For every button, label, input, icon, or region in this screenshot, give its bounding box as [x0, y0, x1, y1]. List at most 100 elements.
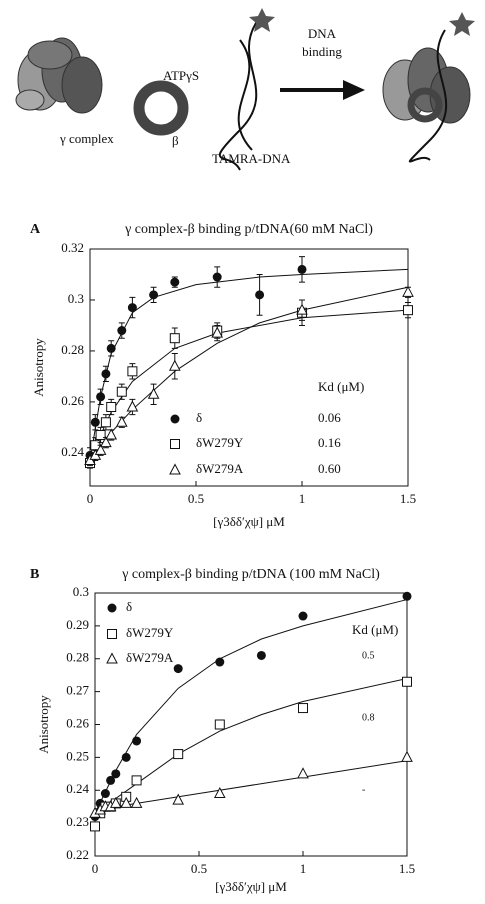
data-point	[214, 719, 225, 730]
y-tick-label: 0.22	[66, 847, 89, 862]
tamra-label: TAMRA-DNA	[212, 151, 291, 166]
dna-binding-label: binding	[302, 44, 342, 59]
data-point	[298, 703, 308, 714]
kd-value: 0.60	[318, 461, 341, 476]
data-point	[105, 428, 118, 440]
data-point	[170, 277, 180, 287]
y-tick-label: 0.26	[61, 393, 84, 408]
y-tick-label: 0.27	[66, 683, 89, 698]
arrow	[280, 80, 365, 100]
data-point	[106, 343, 116, 353]
x-tick-label: 1.5	[399, 861, 415, 876]
data-point	[256, 650, 266, 660]
legend-marker	[170, 414, 180, 424]
x-tick-label: 0	[92, 861, 99, 876]
data-point	[172, 793, 185, 805]
fit-curve	[94, 760, 408, 811]
dna-binding-label: DNA	[308, 26, 337, 41]
legend-label: δ	[126, 599, 132, 614]
legend-label: δW279Y	[196, 435, 244, 450]
legend-label: δW279Y	[126, 625, 174, 640]
legend-marker	[106, 652, 118, 664]
data-point	[403, 305, 413, 316]
x-tick-label: 1	[300, 861, 307, 876]
data-point	[90, 417, 100, 427]
data-point	[255, 290, 265, 300]
y-axis-label: Anisotropy	[36, 695, 51, 754]
data-point	[213, 786, 226, 799]
y-tick-label: 0.24	[61, 444, 84, 459]
data-point	[94, 443, 107, 455]
x-tick-label: 0.5	[191, 861, 207, 876]
y-tick-label: 0.28	[66, 650, 89, 665]
y-tick-label: 0.3	[68, 291, 84, 306]
legend-marker	[170, 439, 180, 449]
data-point	[117, 326, 127, 336]
data-point	[120, 796, 133, 808]
data-point	[100, 417, 111, 428]
data-point	[121, 752, 131, 762]
y-tick-label: 0.29	[66, 617, 89, 632]
fit-curve	[89, 286, 409, 461]
kd-value: 0.16	[318, 435, 341, 450]
fit-curve	[94, 677, 408, 814]
data-point	[169, 333, 180, 344]
y-tick-label: 0.25	[66, 748, 89, 763]
data-point	[127, 303, 137, 313]
data-point	[296, 303, 308, 315]
data-point	[115, 415, 128, 427]
legend-label: δ	[196, 410, 202, 425]
data-point	[402, 676, 412, 687]
data-point	[173, 749, 184, 760]
x-tick-label: 1	[299, 491, 306, 506]
legend-label: δW279A	[196, 461, 244, 476]
data-point	[96, 392, 106, 402]
chart-title: γ complex-β binding p/tDNA(60 mM NaCl)	[124, 222, 373, 237]
x-axis-label: [γ3δδ′χψ] μM	[215, 879, 287, 894]
data-point	[173, 664, 183, 674]
y-tick-label: 0.24	[66, 781, 89, 796]
y-tick-label: 0.32	[61, 240, 84, 255]
data-point	[126, 400, 139, 412]
kd-value: 0.5	[362, 650, 375, 661]
data-point	[106, 402, 117, 412]
data-point	[212, 272, 222, 282]
x-tick-label: 0	[87, 491, 94, 506]
y-tick-label: 0.3	[73, 584, 89, 599]
beta-label: β	[172, 133, 179, 148]
kd-value: 0.8	[362, 712, 375, 723]
beta-clamp-icon	[133, 80, 189, 136]
data-point	[297, 767, 309, 779]
panel-label: B	[30, 567, 39, 582]
data-point	[298, 611, 308, 621]
fit-curve	[94, 599, 408, 814]
data-point	[111, 769, 121, 779]
data-point	[149, 290, 159, 300]
gamma-complex-icon	[15, 37, 103, 114]
dna-icon	[218, 8, 275, 171]
x-tick-label: 1.5	[400, 491, 416, 506]
kd-value: -	[362, 784, 365, 795]
x-axis-label: [γ3δδ′χψ] μM	[213, 514, 285, 529]
legend-marker	[107, 603, 117, 613]
kd-title: Kd (μM)	[352, 622, 398, 637]
data-point	[401, 750, 413, 762]
data-point	[130, 796, 143, 808]
data-point	[131, 775, 142, 786]
bound-complex-icon	[382, 12, 475, 163]
data-point	[297, 264, 307, 274]
data-point	[101, 369, 111, 379]
y-axis-label: Anisotropy	[31, 338, 46, 397]
data-point	[106, 775, 116, 785]
data-point	[100, 789, 110, 799]
kd-value: 0.06	[318, 410, 341, 425]
legend-marker	[107, 629, 117, 639]
data-point	[95, 430, 106, 441]
data-point	[100, 436, 112, 448]
schematic: γ complex ATPγS β TAMRA-DNA DNA binding	[15, 8, 475, 171]
data-point	[215, 657, 225, 667]
panel-label: A	[30, 222, 41, 237]
data-point	[147, 387, 160, 399]
data-point	[402, 285, 414, 297]
